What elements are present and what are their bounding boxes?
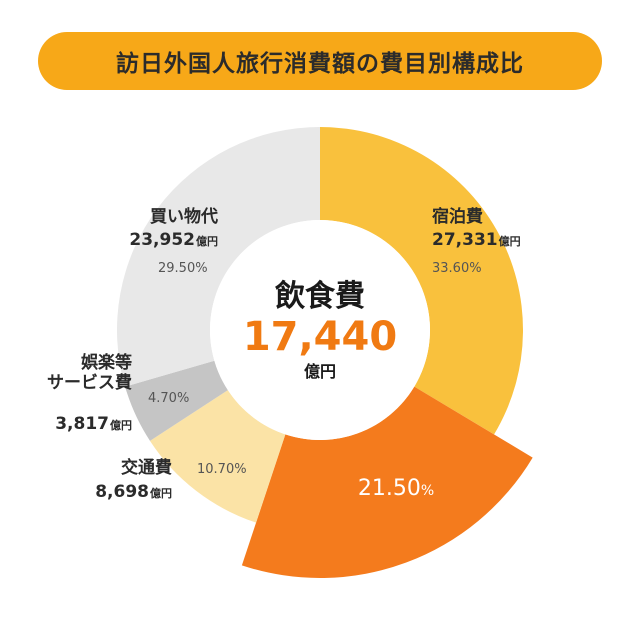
slice-shopping bbox=[117, 127, 321, 387]
slice-leisure bbox=[125, 360, 228, 441]
label-value-lodging: 27,331 bbox=[432, 230, 498, 250]
label-name-leisure: サービス費 bbox=[47, 372, 132, 393]
label-name-lodging: 宿泊費 bbox=[432, 206, 483, 227]
label-percent-lodging: 33.60% bbox=[432, 261, 482, 276]
label-value-transport: 8,698 bbox=[95, 482, 149, 502]
label-percent-leisure: 4.70% bbox=[148, 391, 189, 406]
center-value: 17,440 bbox=[243, 314, 397, 360]
label-name-leisure: 娯楽等 bbox=[81, 352, 132, 373]
chart-title: 訪日外国人旅行消費額の費目別構成比 bbox=[116, 51, 524, 77]
donut-hole bbox=[210, 220, 430, 440]
center-unit: 億円 bbox=[304, 362, 336, 381]
label-name-shopping: 買い物代 bbox=[150, 206, 218, 227]
label-percent-shopping: 29.50% bbox=[158, 261, 208, 276]
label-unit-leisure: 億円 bbox=[110, 418, 132, 432]
label-value-leisure: 3,817 bbox=[55, 414, 109, 434]
label-percent-transport: 10.70% bbox=[197, 462, 247, 477]
label-unit-shopping: 億円 bbox=[196, 234, 218, 248]
center-name: 飲食費 bbox=[275, 279, 365, 314]
slice-food bbox=[241, 386, 533, 578]
slice-transport bbox=[149, 390, 286, 523]
label-value-shopping: 23,952 bbox=[129, 230, 195, 250]
label-unit-lodging: 億円 bbox=[499, 234, 521, 248]
label-percent-food: 21.50% bbox=[358, 476, 434, 501]
label-unit-transport: 億円 bbox=[150, 486, 172, 500]
title-banner: 訪日外国人旅行消費額の費目別構成比 bbox=[38, 32, 602, 90]
slice-lodging bbox=[320, 127, 523, 435]
label-name-transport: 交通費 bbox=[121, 457, 172, 478]
